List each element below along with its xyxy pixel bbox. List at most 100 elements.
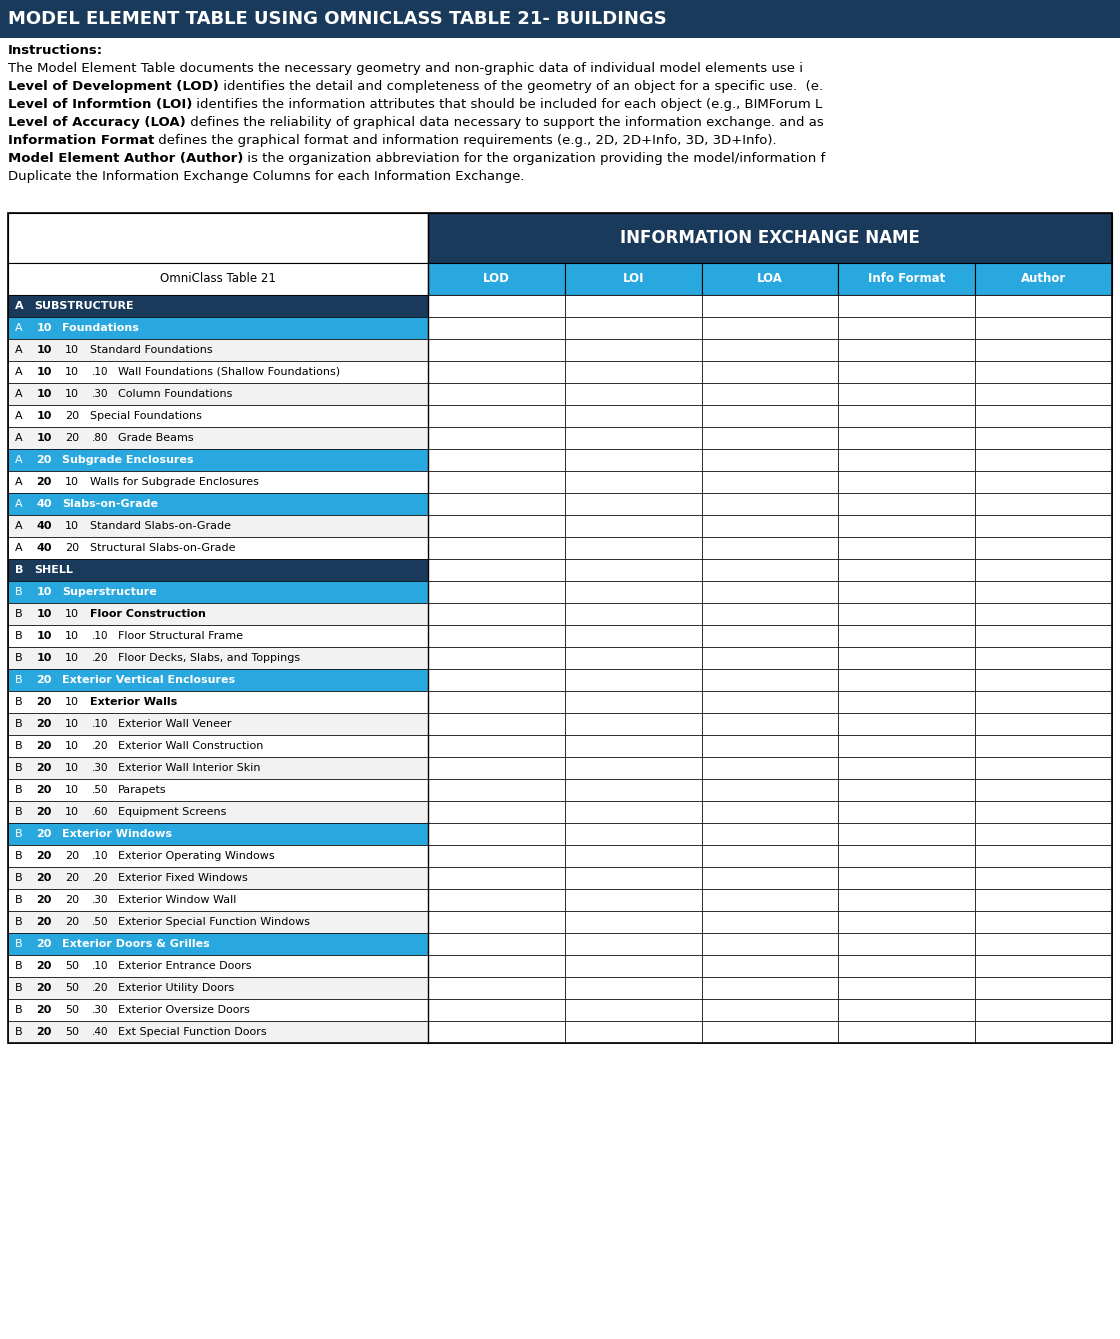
Bar (564, 999, 701, 1022)
Text: Model Element Author (Author): Model Element Author (Author) (8, 153, 243, 165)
Bar (428, 339, 564, 362)
Bar (428, 999, 564, 1022)
Bar (839, 977, 976, 999)
Bar (8, 262, 428, 295)
Bar (839, 999, 976, 1022)
Bar (428, 449, 564, 471)
Text: 10: 10 (65, 785, 80, 795)
Text: 10: 10 (65, 653, 80, 663)
Text: A: A (15, 301, 24, 311)
Bar (428, 735, 564, 757)
Bar (564, 933, 701, 955)
Text: 40: 40 (36, 521, 52, 532)
Bar (8, 999, 428, 1022)
Text: LOD: LOD (483, 273, 510, 285)
Bar (428, 779, 564, 801)
Bar (8, 295, 428, 317)
Bar (976, 866, 1112, 889)
Text: Exterior Window Wall: Exterior Window Wall (118, 894, 236, 905)
Bar (976, 537, 1112, 558)
Text: 10: 10 (65, 631, 80, 641)
Text: Information Format: Information Format (8, 134, 155, 147)
Bar (428, 516, 564, 537)
Bar (428, 471, 564, 493)
Bar (564, 977, 701, 999)
Bar (428, 493, 564, 516)
Text: A: A (16, 499, 22, 509)
Bar (564, 383, 701, 404)
Bar (701, 471, 839, 493)
Text: Exterior Wall Veneer: Exterior Wall Veneer (118, 719, 232, 728)
Bar (8, 889, 428, 911)
Bar (428, 933, 564, 955)
Bar (564, 262, 701, 295)
Text: 10: 10 (36, 390, 52, 399)
Text: 10: 10 (65, 477, 80, 487)
Text: 20: 20 (65, 917, 80, 927)
Bar (8, 449, 428, 471)
Text: Exterior Vertical Enclosures: Exterior Vertical Enclosures (62, 675, 235, 686)
Text: 10: 10 (36, 367, 52, 378)
Bar (701, 933, 839, 955)
Bar (428, 295, 564, 317)
Bar (564, 317, 701, 339)
Bar (8, 603, 428, 625)
Text: Floor Construction: Floor Construction (90, 609, 206, 619)
Bar (8, 537, 428, 558)
Text: identifies the detail and completeness of the geometry of an object for a specif: identifies the detail and completeness o… (218, 80, 823, 92)
Text: 20: 20 (36, 675, 52, 686)
Bar (839, 625, 976, 647)
Bar (428, 712, 564, 735)
Text: 50: 50 (65, 1027, 80, 1036)
Text: Slabs-on-Grade: Slabs-on-Grade (62, 499, 158, 509)
Bar (564, 558, 701, 581)
Bar (428, 558, 564, 581)
Bar (8, 691, 428, 712)
Text: Superstructure: Superstructure (62, 586, 157, 597)
Text: 20: 20 (36, 1006, 52, 1015)
Bar (976, 999, 1112, 1022)
Text: The Model Element Table documents the necessary geometry and non-graphic data of: The Model Element Table documents the ne… (8, 62, 803, 75)
Bar (428, 427, 564, 449)
Text: 20: 20 (36, 698, 52, 707)
Bar (701, 999, 839, 1022)
Text: .30: .30 (92, 1006, 109, 1015)
Bar (428, 404, 564, 427)
Bar (839, 581, 976, 603)
Text: identifies the information attributes that should be included for each object (e: identifies the information attributes th… (193, 98, 822, 111)
Bar (8, 558, 428, 581)
Text: A: A (16, 432, 22, 443)
Bar (8, 213, 1112, 1043)
Bar (976, 449, 1112, 471)
Text: MODEL ELEMENT TABLE USING OMNICLASS TABLE 21- BUILDINGS: MODEL ELEMENT TABLE USING OMNICLASS TABL… (8, 9, 666, 28)
Bar (701, 558, 839, 581)
Text: A: A (16, 345, 22, 355)
Bar (976, 317, 1112, 339)
Bar (976, 977, 1112, 999)
Text: Exterior Oversize Doors: Exterior Oversize Doors (118, 1006, 250, 1015)
Text: B: B (16, 653, 22, 663)
Text: Column Foundations: Column Foundations (118, 390, 232, 399)
Text: Duplicate the Information Exchange Columns for each Information Exchange.: Duplicate the Information Exchange Colum… (8, 170, 524, 183)
Bar (8, 404, 428, 427)
Bar (564, 911, 701, 933)
Text: Level of Accuracy (LOA): Level of Accuracy (LOA) (8, 116, 186, 129)
Bar (976, 262, 1112, 295)
Text: Level of Informtion (LOI): Level of Informtion (LOI) (8, 98, 193, 111)
Bar (976, 625, 1112, 647)
Bar (428, 603, 564, 625)
Text: 10: 10 (36, 432, 52, 443)
Text: LOA: LOA (757, 273, 783, 285)
Bar (976, 757, 1112, 779)
Text: .50: .50 (92, 917, 109, 927)
Text: A: A (16, 367, 22, 378)
Text: 20: 20 (36, 894, 52, 905)
Text: 10: 10 (36, 609, 52, 619)
Text: B: B (16, 1027, 22, 1036)
Bar (8, 362, 428, 383)
Text: 20: 20 (36, 785, 52, 795)
Text: 20: 20 (65, 411, 80, 420)
Bar (564, 537, 701, 558)
Text: 20: 20 (65, 544, 80, 553)
Bar (564, 845, 701, 866)
